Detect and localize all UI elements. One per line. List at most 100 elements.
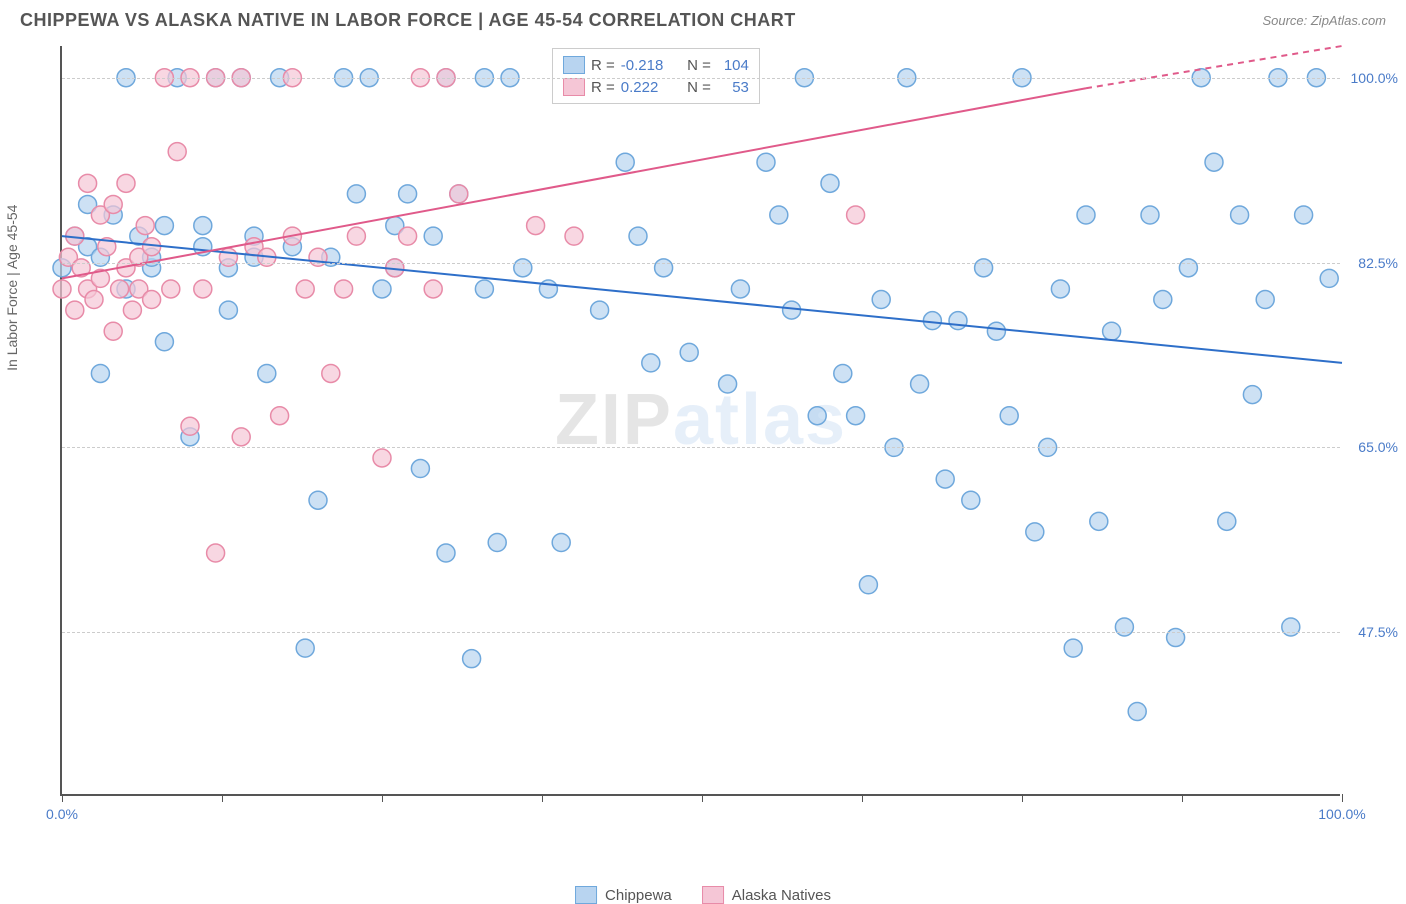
data-point (834, 364, 852, 382)
source-label: Source: ZipAtlas.com (1262, 13, 1386, 28)
data-point (219, 248, 237, 266)
x-tick (702, 794, 703, 802)
legend-swatch (575, 886, 597, 904)
data-point (859, 576, 877, 594)
trend-line (62, 88, 1086, 278)
data-point (136, 217, 154, 235)
data-point (91, 364, 109, 382)
data-point (296, 280, 314, 298)
legend-r-label: R = (591, 79, 615, 96)
data-point (539, 280, 557, 298)
data-point (1231, 206, 1249, 224)
x-tick (1022, 794, 1023, 802)
x-tick (382, 794, 383, 802)
data-point (911, 375, 929, 393)
data-point (258, 364, 276, 382)
series-legend: Chippewa Alaska Natives (575, 886, 831, 904)
data-point (1090, 512, 1108, 530)
x-tick (862, 794, 863, 802)
data-point (629, 227, 647, 245)
data-point (207, 544, 225, 562)
data-point (949, 312, 967, 330)
series-legend-item: Alaska Natives (702, 886, 831, 904)
x-tick (1342, 794, 1343, 802)
data-point (962, 491, 980, 509)
data-point (123, 301, 141, 319)
data-point (923, 312, 941, 330)
x-tick (222, 794, 223, 802)
x-tick (542, 794, 543, 802)
data-point (450, 185, 468, 203)
trend-line-dash (1086, 46, 1342, 88)
gridline (62, 447, 1340, 448)
data-point (411, 460, 429, 478)
series-legend-item: Chippewa (575, 886, 672, 904)
data-point (1064, 639, 1082, 657)
legend-n-value: 53 (717, 79, 749, 96)
data-point (424, 280, 442, 298)
data-point (987, 322, 1005, 340)
data-point (616, 153, 634, 171)
data-point (847, 407, 865, 425)
data-point (936, 470, 954, 488)
data-point (322, 364, 340, 382)
data-point (463, 650, 481, 668)
data-point (1077, 206, 1095, 224)
data-point (1141, 206, 1159, 224)
data-point (181, 417, 199, 435)
y-tick-label: 100.0% (1351, 70, 1398, 86)
data-point (424, 227, 442, 245)
data-point (488, 533, 506, 551)
data-point (872, 291, 890, 309)
data-point (1295, 206, 1313, 224)
data-point (821, 174, 839, 192)
data-point (399, 227, 417, 245)
gridline (62, 78, 1340, 79)
data-point (1026, 523, 1044, 541)
data-point (155, 333, 173, 351)
data-point (770, 206, 788, 224)
data-point (373, 449, 391, 467)
data-point (757, 153, 775, 171)
data-point (1218, 512, 1236, 530)
data-point (783, 301, 801, 319)
legend-n-label: N = (679, 79, 711, 96)
data-point (53, 280, 71, 298)
data-point (680, 343, 698, 361)
data-point (808, 407, 826, 425)
legend-swatch (563, 78, 585, 96)
data-point (1320, 269, 1338, 287)
y-tick-label: 47.5% (1358, 624, 1398, 640)
data-point (475, 280, 493, 298)
data-point (85, 291, 103, 309)
data-point (1103, 322, 1121, 340)
data-point (399, 185, 417, 203)
y-tick-label: 82.5% (1358, 255, 1398, 271)
data-point (232, 428, 250, 446)
data-point (104, 322, 122, 340)
gridline (62, 263, 1340, 264)
data-point (565, 227, 583, 245)
data-point (155, 217, 173, 235)
data-point (731, 280, 749, 298)
data-point (1282, 618, 1300, 636)
data-point (309, 491, 327, 509)
data-point (847, 206, 865, 224)
data-point (1179, 259, 1197, 277)
data-point (79, 174, 97, 192)
data-point (527, 217, 545, 235)
data-point (437, 544, 455, 562)
x-tick-label: 0.0% (46, 806, 78, 822)
data-point (1128, 702, 1146, 720)
legend-r-value: 0.222 (621, 79, 673, 96)
data-point (335, 280, 353, 298)
legend-row: R = 0.222 N = 53 (563, 76, 749, 98)
legend-r-value: -0.218 (621, 57, 673, 74)
x-tick (62, 794, 63, 802)
correlation-legend: R = -0.218 N = 104R = 0.222 N = 53 (552, 48, 760, 104)
data-point (1256, 291, 1274, 309)
plot-svg (62, 46, 1340, 794)
legend-swatch (702, 886, 724, 904)
data-point (66, 301, 84, 319)
data-point (552, 533, 570, 551)
